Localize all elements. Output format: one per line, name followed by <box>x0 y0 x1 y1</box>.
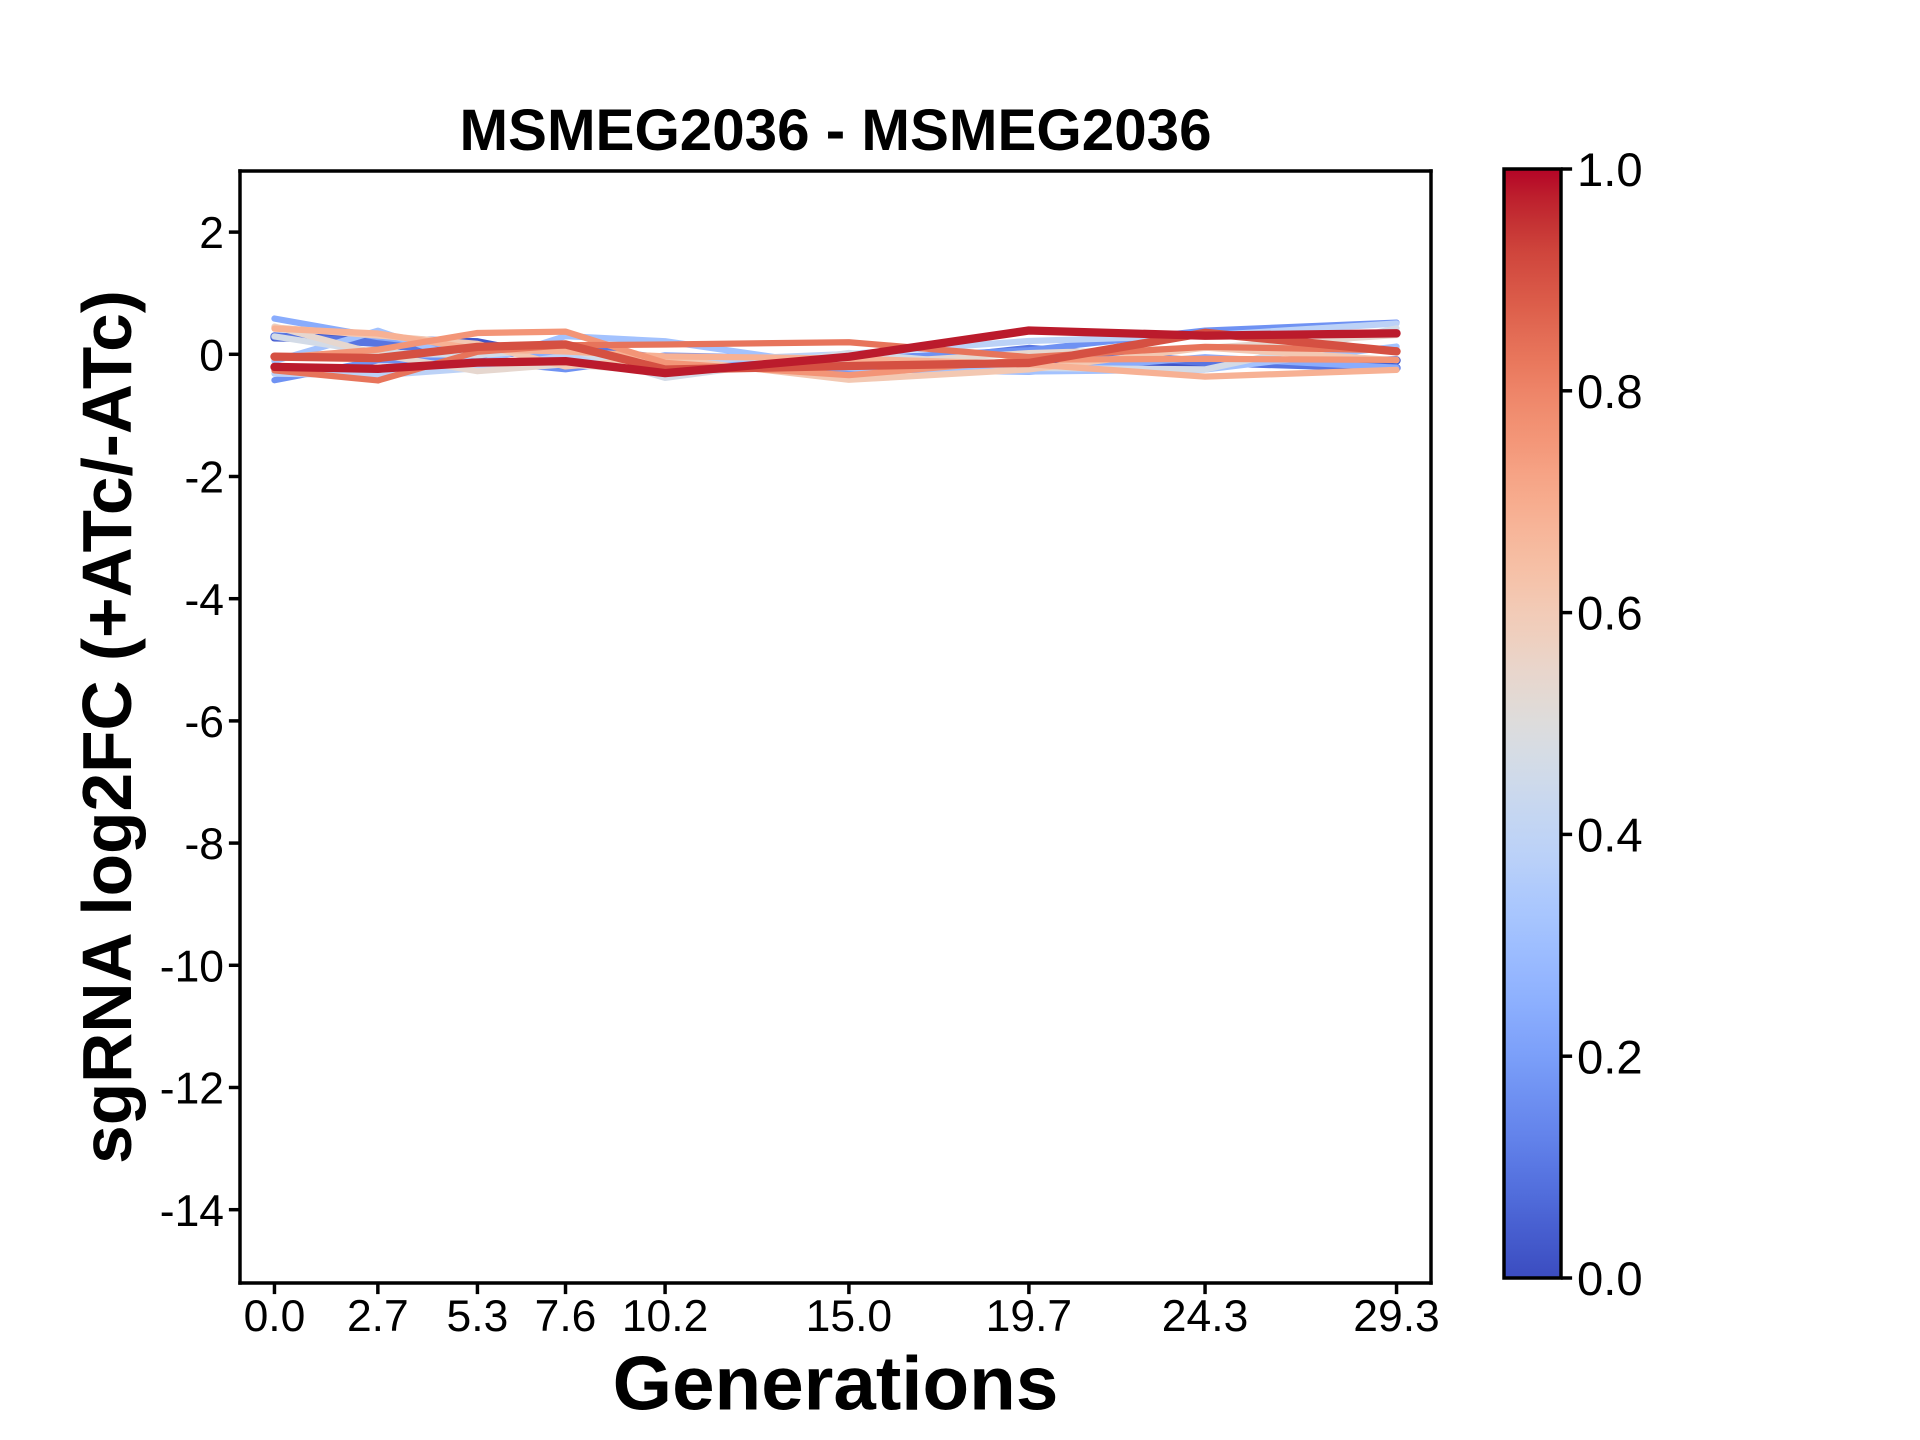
svg-text:10.2: 10.2 <box>622 1292 708 1341</box>
svg-text:0.4: 0.4 <box>1577 810 1643 863</box>
svg-text:0.2: 0.2 <box>1577 1031 1643 1084</box>
svg-text:7.6: 7.6 <box>535 1292 597 1341</box>
svg-text:-14: -14 <box>160 1187 224 1236</box>
svg-text:-12: -12 <box>160 1065 224 1114</box>
svg-text:0.0: 0.0 <box>1577 1253 1643 1306</box>
svg-text:2.7: 2.7 <box>347 1292 409 1341</box>
svg-text:sgRNA log2FC (+ATc/-ATc): sgRNA log2FC (+ATc/-ATc) <box>68 290 146 1164</box>
svg-text:24.3: 24.3 <box>1162 1292 1249 1341</box>
svg-text:-2: -2 <box>185 454 225 503</box>
svg-text:-4: -4 <box>185 576 225 625</box>
svg-text:1.0: 1.0 <box>1577 144 1643 197</box>
svg-text:2: 2 <box>199 209 224 258</box>
svg-text:0: 0 <box>199 331 224 380</box>
svg-text:15.0: 15.0 <box>806 1292 893 1341</box>
svg-text:0.0: 0.0 <box>244 1292 306 1341</box>
svg-text:5.3: 5.3 <box>447 1292 509 1341</box>
svg-text:29.3: 29.3 <box>1353 1292 1440 1341</box>
svg-text:Generations: Generations <box>613 1342 1059 1427</box>
svg-text:-8: -8 <box>185 820 225 869</box>
svg-text:0.6: 0.6 <box>1577 588 1643 641</box>
svg-text:0.8: 0.8 <box>1577 366 1643 419</box>
svg-text:-6: -6 <box>185 698 225 747</box>
svg-text:19.7: 19.7 <box>986 1292 1073 1341</box>
svg-text:MSMEG2036 - MSMEG2036: MSMEG2036 - MSMEG2036 <box>459 98 1211 163</box>
svg-text:-10: -10 <box>160 942 224 991</box>
